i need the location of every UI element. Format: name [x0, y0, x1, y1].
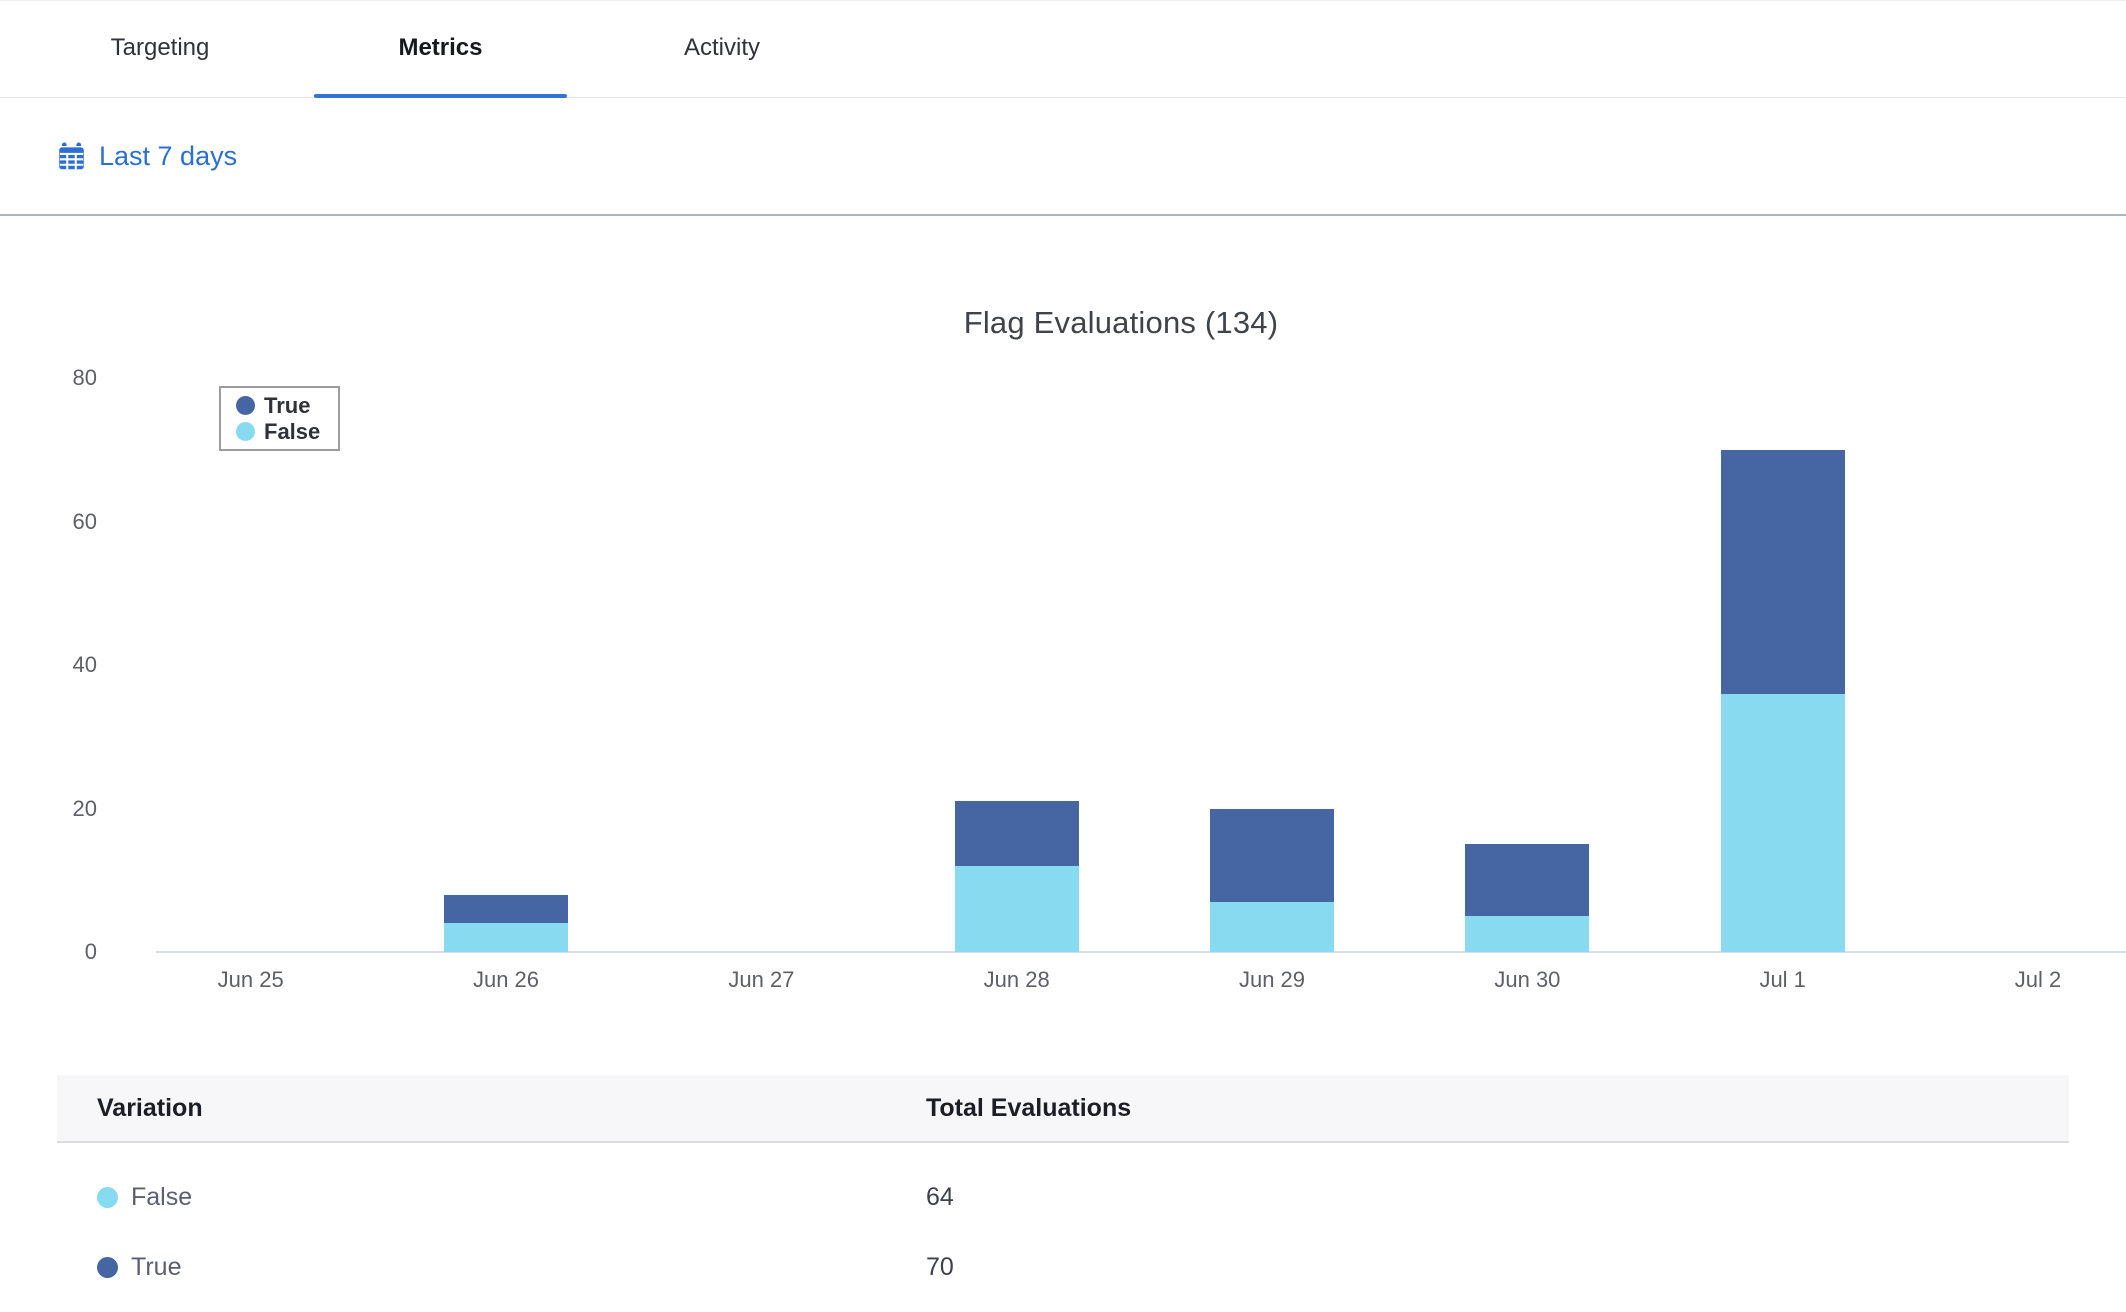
variation-true-label: True — [131, 1252, 182, 1281]
bar-segment-true[interactable] — [954, 801, 1079, 866]
tab-bar: Targeting Metrics Activity — [0, 0, 2126, 99]
bar-segment-true[interactable] — [1465, 844, 1590, 917]
table-header-total-evaluations: Total Evaluations — [926, 1093, 1132, 1122]
x-axis-category-label: Jun 28 — [983, 967, 1050, 992]
table-row-false: False 64 — [57, 1162, 2069, 1232]
y-axis-tick-label: 0 — [84, 939, 97, 964]
bar-segment-true[interactable] — [1210, 808, 1334, 902]
x-axis-category-label: Jun 26 — [472, 967, 540, 992]
bar-segment-false[interactable] — [1210, 901, 1334, 952]
tab-metrics-label: Metrics — [398, 34, 483, 61]
tab-targeting-label: Targeting — [110, 34, 210, 61]
table-row-true: True 70 — [57, 1232, 2069, 1302]
variation-true-dot — [97, 1256, 118, 1278]
x-axis-category-label: Jun 30 — [1494, 967, 1561, 992]
variation-false-total: 64 — [926, 1182, 954, 1211]
legend-false-dot — [236, 422, 255, 441]
date-range-button[interactable]: Last 7 days — [56, 134, 237, 178]
variation-true-total: 70 — [926, 1252, 954, 1281]
bar-segment-false[interactable] — [444, 923, 568, 952]
variation-false-label: False — [131, 1182, 193, 1211]
x-axis-category-label: Jun 25 — [217, 967, 284, 992]
legend-true-label: True — [264, 393, 311, 418]
chart-legend: True False — [219, 386, 340, 451]
legend-false-label: False — [264, 419, 321, 444]
tab-metrics[interactable]: Metrics — [314, 1, 567, 98]
tab-activity[interactable]: Activity — [622, 1, 822, 95]
table-header-row: Variation Total Evaluations — [57, 1075, 2069, 1143]
y-axis-tick-label: 20 — [72, 795, 97, 821]
bar-segment-false[interactable] — [954, 865, 1079, 952]
tab-targeting[interactable]: Targeting — [60, 1, 260, 95]
y-axis-tick-label: 40 — [72, 652, 97, 677]
y-axis-tick-label: 60 — [72, 508, 97, 534]
legend-true-dot — [236, 396, 255, 415]
date-range-label: Last 7 days — [99, 140, 238, 171]
x-axis-category-label: Jul 2 — [2014, 967, 2062, 992]
x-axis-category-label: Jun 27 — [728, 967, 795, 992]
legend-item-true: True — [236, 394, 338, 417]
x-axis-category-label: Jul 1 — [1759, 967, 1806, 992]
metrics-toolbar: Last 7 days — [0, 98, 2126, 216]
bar-segment-false[interactable] — [1720, 693, 1845, 952]
bar-segment-false[interactable] — [1465, 916, 1590, 952]
table-header-variation: Variation — [97, 1093, 203, 1122]
y-axis-tick-label: 80 — [72, 365, 97, 390]
variation-false-dot — [97, 1186, 118, 1208]
x-axis-category-label: Jun 29 — [1238, 967, 1306, 992]
legend-item-false: False — [236, 420, 338, 443]
bar-segment-true[interactable] — [1720, 449, 1845, 694]
chart-title: Flag Evaluations (134) — [963, 305, 1279, 340]
bar-segment-true[interactable] — [444, 894, 568, 924]
calendar-icon — [56, 141, 87, 172]
tab-activity-label: Activity — [683, 34, 760, 61]
